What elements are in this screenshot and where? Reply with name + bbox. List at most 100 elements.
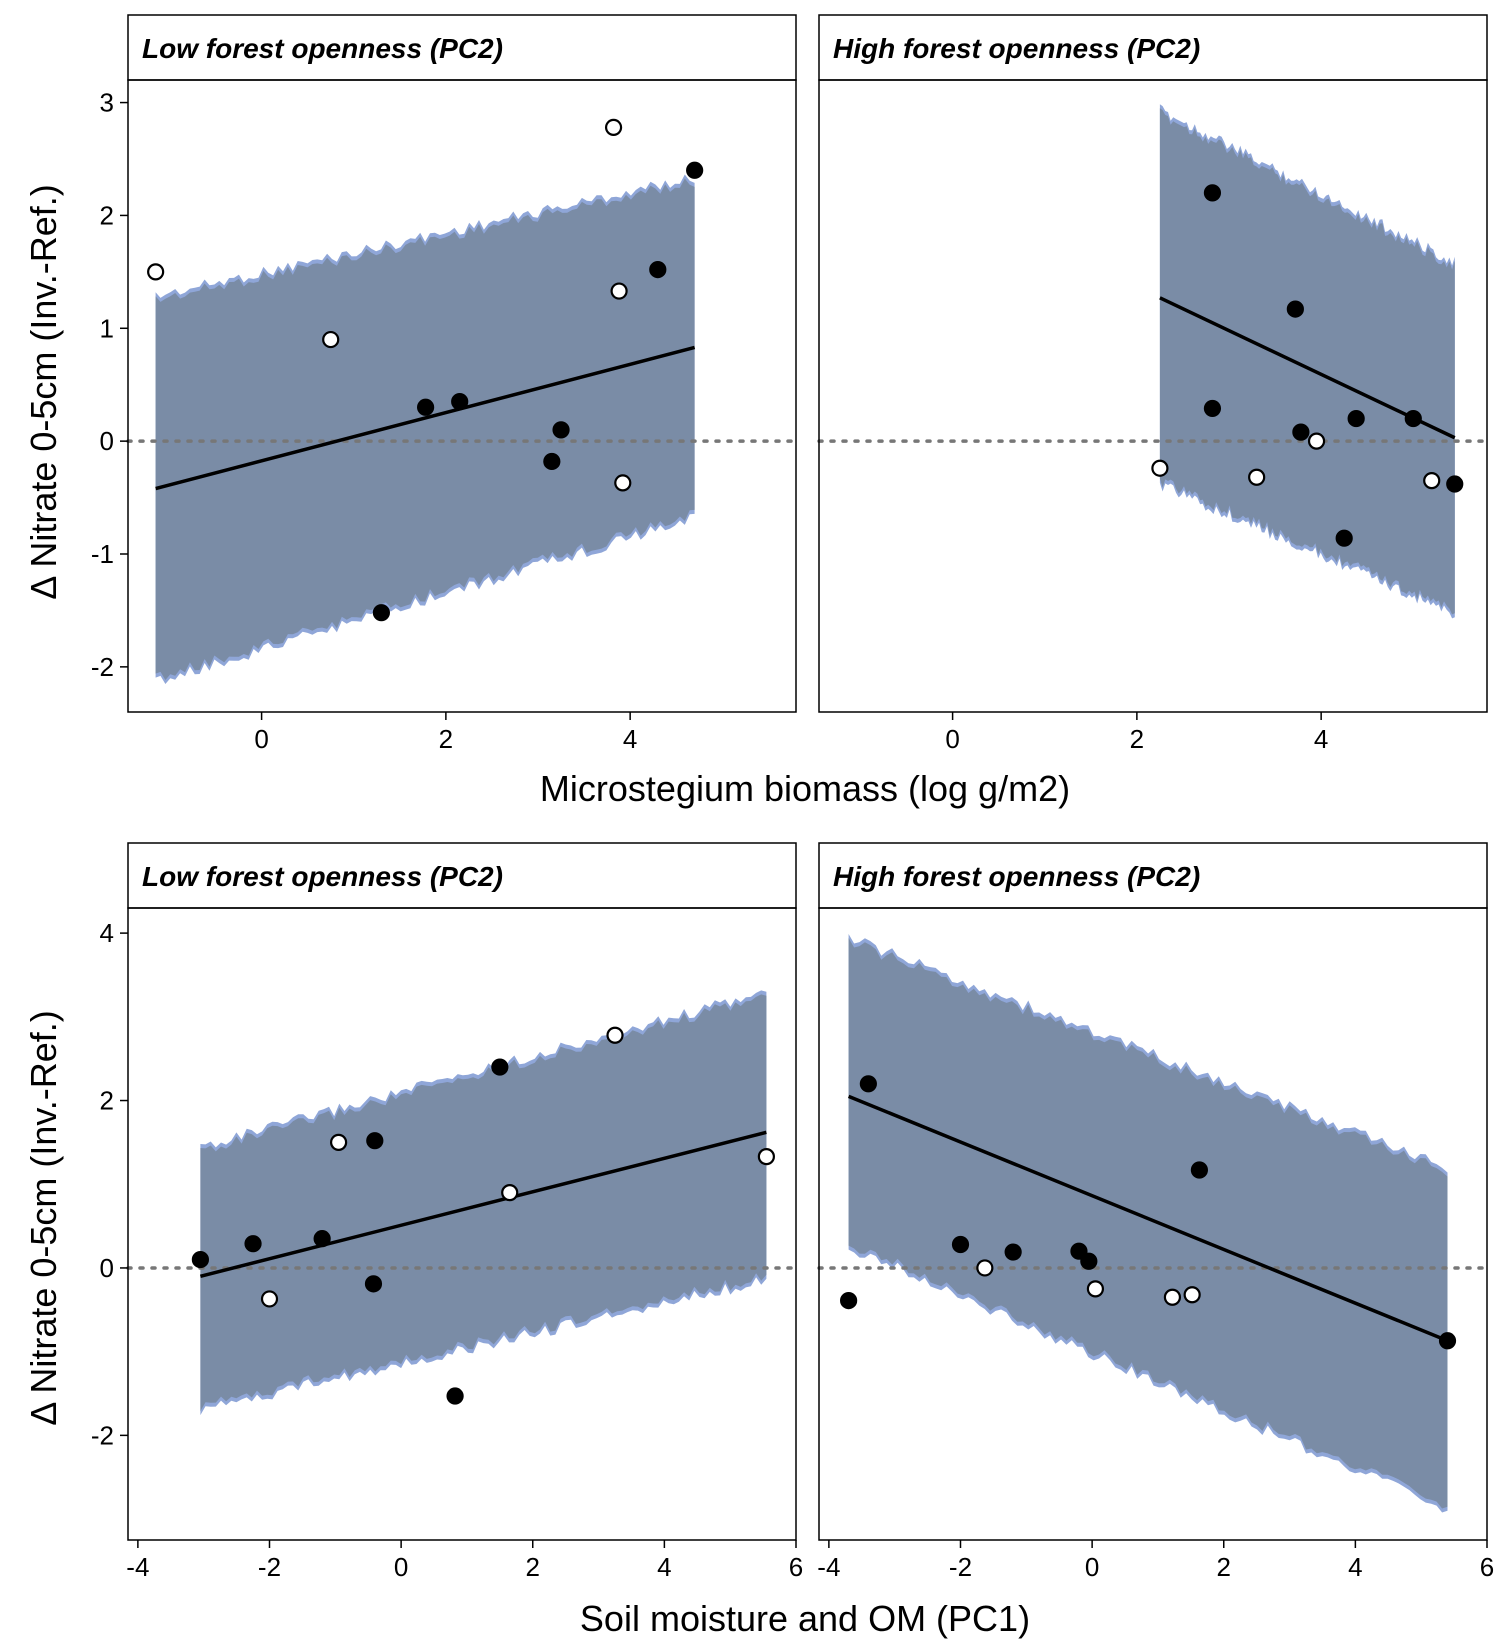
panel-top-left: Low forest openness (PC2) 0 2 4 -2 -1 0 1 2 3 <box>91 14 798 754</box>
data-point-filled <box>1292 423 1310 441</box>
x-tick-label: 2 <box>439 724 453 754</box>
data-point-open <box>330 1133 348 1151</box>
data-point-filled <box>1080 1252 1098 1270</box>
data-point-open <box>976 1259 994 1277</box>
facet-strip <box>818 842 1488 909</box>
facet-strip-label: High forest openness (PC2) <box>833 33 1200 64</box>
regression-line <box>847 1094 1449 1343</box>
x-tick-label: -4 <box>817 1552 840 1582</box>
bottom-y-axis-title: Δ Nitrate 0-5cm (Inv.-Ref.) <box>23 1010 64 1425</box>
data-point-open <box>610 282 628 300</box>
y-tick-label: 0 <box>100 426 114 456</box>
data-point-open <box>260 1290 279 1308</box>
regression-line <box>1159 296 1456 440</box>
panel-border <box>127 907 797 1541</box>
facet-strip-label: High forest openness (PC2) <box>833 861 1200 892</box>
data-point-filled <box>1446 475 1464 493</box>
panel-border <box>127 79 797 713</box>
y-tick-label: 3 <box>100 88 114 118</box>
x-tick-label: 4 <box>1348 1552 1362 1582</box>
data-point-filled <box>1203 184 1222 202</box>
bottom-x-axis-title: Soil moisture and OM (PC1) <box>580 1598 1030 1639</box>
data-point-filled <box>1438 1332 1457 1350</box>
data-point-filled <box>244 1235 262 1253</box>
data-point-open <box>1151 459 1169 477</box>
panels: Low forest openness (PC2) 0 2 4 -2 -1 0 1 2 3 High… <box>91 14 1494 1582</box>
y-tick-label: -2 <box>91 1420 114 1450</box>
panel-bottom-left: Low forest openness (PC2) -4 -2 0 2 4 6 -2 0 2 4 <box>91 842 803 1582</box>
x-tick-label: 2 <box>1130 724 1144 754</box>
x-tick-label: 0 <box>254 724 268 754</box>
data-point-filled <box>451 393 469 411</box>
data-point-open <box>1307 432 1326 450</box>
x-tick-label: 0 <box>945 724 959 754</box>
data-point-filled <box>1004 1243 1022 1261</box>
confidence-band <box>1159 108 1455 615</box>
data-point-filled <box>1404 409 1422 428</box>
data-point-filled <box>366 1132 384 1150</box>
data-point-open <box>1163 1288 1182 1306</box>
top-x-axis-title: Microstegium biomass (log g/m2) <box>540 768 1070 809</box>
x-tick-label: 2 <box>1217 1552 1231 1582</box>
top-y-axis-title: Δ Nitrate 0-5cm (Inv.-Ref.) <box>23 184 64 599</box>
y-tick-label: -2 <box>91 652 114 682</box>
y-tick-label: -1 <box>91 539 114 569</box>
facet-strip <box>818 14 1488 81</box>
data-point-open <box>1086 1280 1105 1298</box>
data-point-open <box>147 263 165 281</box>
regression-line <box>199 1130 767 1279</box>
data-point-filled <box>859 1075 877 1093</box>
data-point-filled <box>191 1250 209 1269</box>
panel-top-right: High forest openness (PC2) 0 2 4 <box>817 14 1489 754</box>
data-point-open <box>1248 468 1266 486</box>
data-point-filled <box>1347 409 1365 428</box>
data-point-open <box>757 1148 775 1166</box>
data-point-filled <box>364 1275 383 1293</box>
regression-line <box>155 345 696 491</box>
y-tick-label: 2 <box>100 200 114 230</box>
facet-strip <box>127 14 797 81</box>
x-tick-label: -2 <box>949 1552 972 1582</box>
y-tick-label: 4 <box>100 918 114 948</box>
data-point-filled <box>1203 399 1222 418</box>
data-point-open <box>614 474 632 492</box>
facet-strip <box>127 842 797 909</box>
x-tick-label: 2 <box>526 1552 540 1582</box>
x-tick-label: 0 <box>394 1552 408 1582</box>
data-point-filled <box>446 1387 464 1405</box>
data-point-open <box>322 330 340 349</box>
data-point-filled <box>1286 300 1304 318</box>
x-tick-label: -4 <box>126 1552 149 1582</box>
data-point-filled <box>951 1235 970 1254</box>
data-point-open <box>606 1026 624 1044</box>
x-tick-label: 6 <box>1480 1552 1494 1582</box>
confidence-band <box>848 938 1448 1509</box>
panel-border <box>818 79 1488 713</box>
y-tick-label: 0 <box>100 1253 114 1283</box>
data-point-open <box>604 118 623 137</box>
confidence-band <box>155 178 695 680</box>
panel-bottom-right: High forest openness (PC2) -4 -2 0 2 4 6 <box>817 842 1494 1582</box>
x-tick-label: 6 <box>789 1552 803 1582</box>
x-tick-label: 4 <box>623 724 637 754</box>
data-point-open <box>1183 1286 1201 1304</box>
y-tick-label: 2 <box>100 1086 114 1116</box>
data-point-filled <box>686 161 704 179</box>
x-tick-label: 4 <box>1314 724 1328 754</box>
data-point-filled <box>543 452 561 471</box>
panel-border <box>818 907 1488 1541</box>
x-tick-label: -2 <box>258 1552 281 1582</box>
data-point-filled <box>840 1291 858 1310</box>
x-tick-label: 0 <box>1085 1552 1099 1582</box>
facet-strip-label: Low forest openness (PC2) <box>142 861 503 892</box>
data-point-open <box>1423 472 1441 490</box>
data-point-filled <box>1335 529 1353 547</box>
data-point-filled <box>1190 1161 1208 1179</box>
data-point-filled <box>552 421 570 439</box>
data-point-filled <box>372 604 390 622</box>
y-tick-label: 1 <box>100 313 114 343</box>
data-point-filled <box>649 261 667 279</box>
data-point-filled <box>1070 1242 1088 1260</box>
data-point-filled <box>491 1058 509 1076</box>
